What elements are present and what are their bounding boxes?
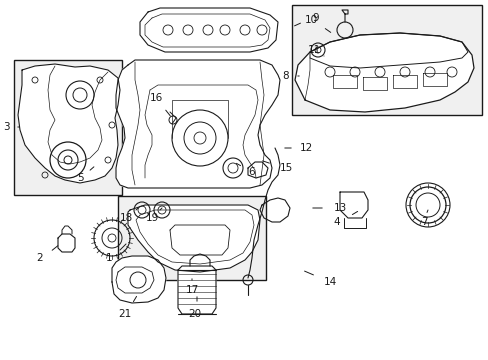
Text: 20: 20 <box>188 309 201 319</box>
Text: 9: 9 <box>312 13 319 23</box>
Text: 21: 21 <box>118 309 131 319</box>
Polygon shape <box>18 64 120 183</box>
Text: 12: 12 <box>299 143 312 153</box>
Text: 7: 7 <box>420 217 427 227</box>
Polygon shape <box>339 192 367 218</box>
Text: 6: 6 <box>248 167 255 177</box>
Text: 16: 16 <box>149 93 163 103</box>
Text: 18: 18 <box>119 213 132 223</box>
Polygon shape <box>116 60 280 188</box>
Text: 15: 15 <box>279 163 292 173</box>
Text: 4: 4 <box>333 217 340 227</box>
Bar <box>118 196 265 280</box>
Text: 11: 11 <box>307 45 320 55</box>
Text: 13: 13 <box>333 203 346 213</box>
Text: 14: 14 <box>323 277 336 287</box>
Text: 3: 3 <box>2 122 9 132</box>
Bar <box>291 5 481 115</box>
Polygon shape <box>112 256 165 303</box>
Text: 5: 5 <box>77 173 83 183</box>
Text: 2: 2 <box>37 253 43 263</box>
Polygon shape <box>178 266 216 314</box>
Polygon shape <box>294 33 473 112</box>
Polygon shape <box>140 8 278 52</box>
Polygon shape <box>128 205 260 272</box>
Text: 8: 8 <box>282 71 289 81</box>
Text: 19: 19 <box>145 213 158 223</box>
Text: 17: 17 <box>185 285 198 295</box>
Text: 1: 1 <box>105 253 112 263</box>
Bar <box>14 60 122 195</box>
Text: 10: 10 <box>304 15 317 25</box>
